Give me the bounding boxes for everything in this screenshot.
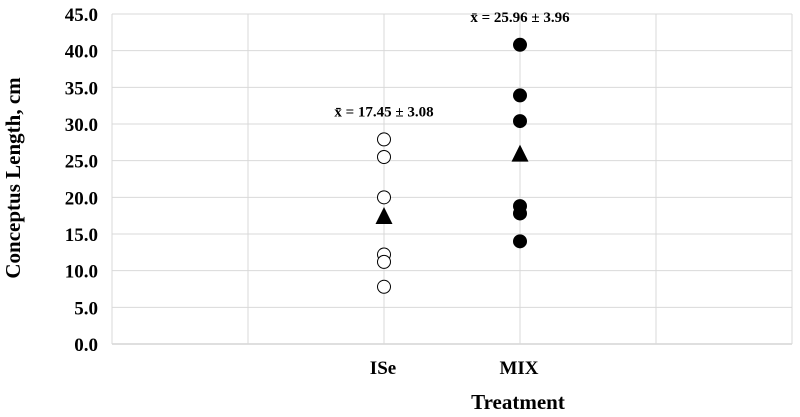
mean-label-ise: x̄ = 17.45 ± 3.08 <box>334 104 433 120</box>
gridlines <box>111 13 793 345</box>
mix-data-point <box>513 114 527 129</box>
mix-data-point <box>513 234 527 249</box>
mean-markers <box>375 144 529 225</box>
y-tick-label: 0.0 <box>74 335 98 356</box>
y-tick-label: 15.0 <box>65 225 98 246</box>
y-tick-label: 35.0 <box>65 78 98 99</box>
y-tick-label: 45.0 <box>65 5 98 26</box>
mix-data-point <box>513 88 527 103</box>
y-tick-label: 5.0 <box>74 298 98 319</box>
x-category-labels: ISe MIX <box>370 358 539 379</box>
ise-data-point <box>377 190 391 205</box>
category-label-mix: MIX <box>499 358 538 379</box>
category-label-ise: ISe <box>370 358 396 379</box>
y-tick-label: 20.0 <box>65 188 98 209</box>
ise-data-point <box>377 254 391 269</box>
mean-annotations: x̄ = 17.45 ± 3.08 x̄ = 25.96 ± 3.96 <box>334 10 570 121</box>
y-tick-label: 40.0 <box>65 42 98 63</box>
mean-label-mix: x̄ = 25.96 ± 3.96 <box>470 10 570 26</box>
mean-marker-ise <box>375 207 393 225</box>
mean-marker-mix <box>511 144 529 162</box>
data-points <box>377 37 527 294</box>
y-tick-labels: 0.0 5.0 10.0 15.0 20.0 25.0 30.0 35.0 40.0 45.0 <box>65 5 98 356</box>
ise-data-point <box>377 150 391 164</box>
ise-data-point <box>377 279 391 294</box>
mix-data-point <box>513 37 527 52</box>
y-tick-label: 25.0 <box>65 152 98 173</box>
y-axis-title: Conceptus Length, cm <box>1 77 25 279</box>
y-tick-label: 10.0 <box>65 262 98 283</box>
mix-data-point <box>513 206 527 221</box>
x-axis-title: Treatment <box>471 390 565 414</box>
ise-data-point <box>377 132 391 147</box>
y-tick-label: 30.0 <box>65 115 98 136</box>
